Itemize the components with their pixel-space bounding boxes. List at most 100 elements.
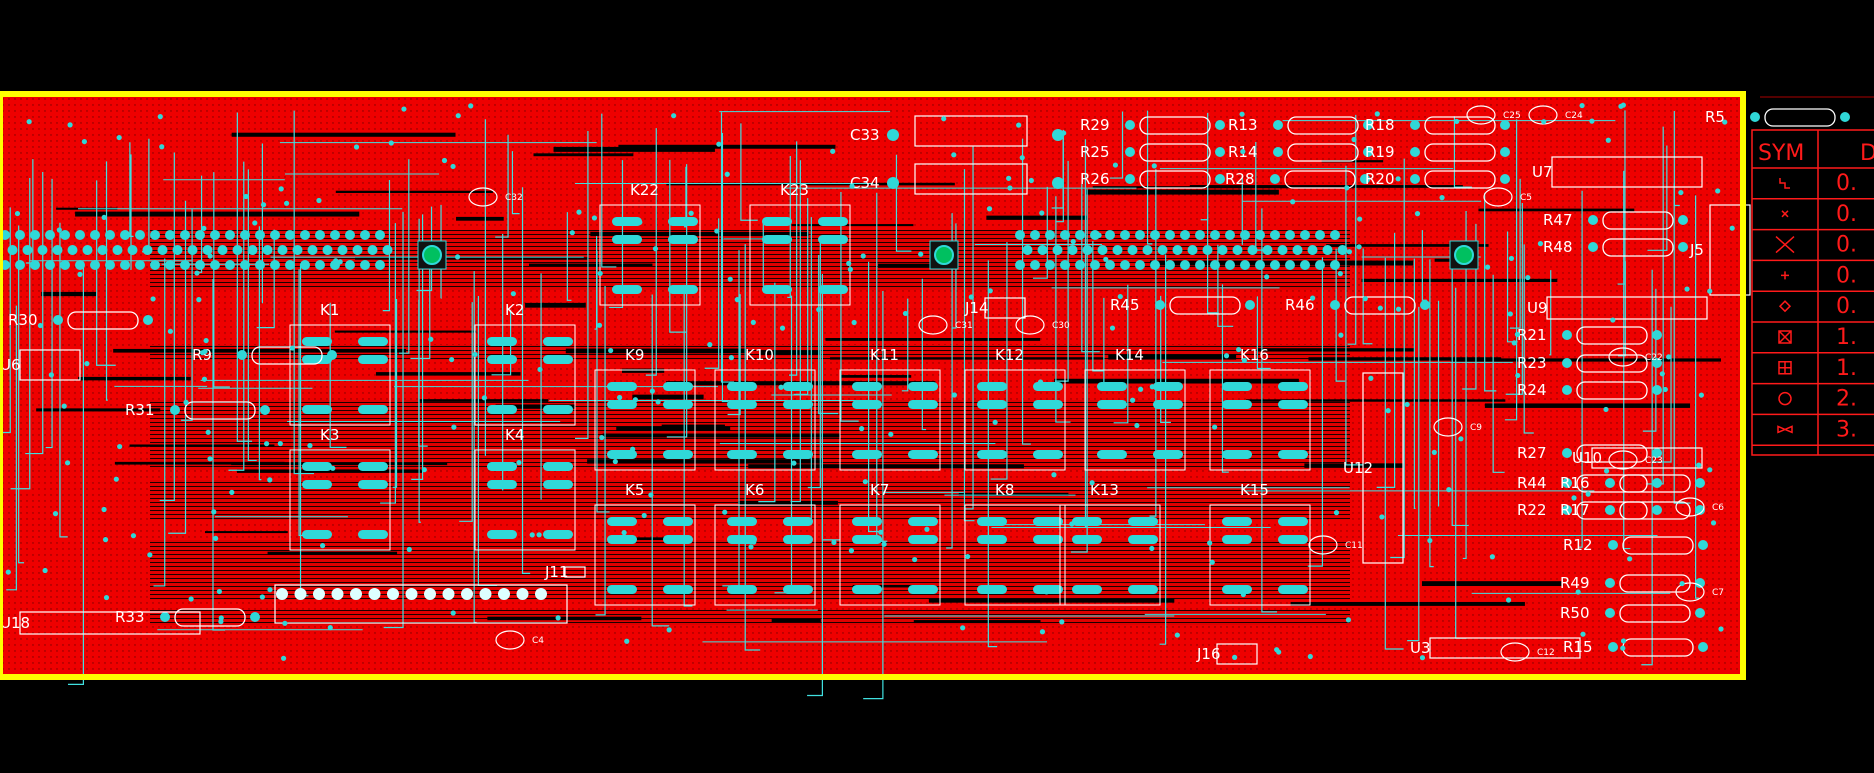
capacitor-body (1675, 582, 1705, 602)
via-172 (1684, 286, 1690, 292)
via-30 (555, 615, 561, 621)
relay-label: K22 (630, 181, 659, 199)
connector-left-pad (165, 260, 175, 270)
resistor-pad (1698, 540, 1708, 550)
relay-pad (1278, 517, 1308, 526)
relay-pad (727, 535, 757, 544)
via-150 (1059, 619, 1065, 625)
via-layer (5, 102, 1735, 661)
trace-gap-63 (1421, 581, 1562, 587)
via-177 (1662, 386, 1668, 393)
via-244 (282, 620, 288, 626)
connector-left-pad (225, 260, 235, 270)
via-53 (1414, 211, 1421, 217)
via-230 (1729, 225, 1735, 231)
relay-pad (543, 480, 573, 489)
via-129 (846, 260, 852, 267)
trace-gap-67 (928, 598, 1175, 603)
relay-pad (762, 285, 792, 294)
via-131 (205, 429, 211, 435)
capacitor-body (1608, 450, 1638, 470)
capacitor-label: C25 (1503, 111, 1521, 121)
via-136 (655, 399, 661, 405)
drill-table-header-sym: SYM (1758, 141, 1804, 166)
connector-left-pad (240, 260, 250, 270)
relay-pad (1278, 585, 1308, 594)
trace-131 (787, 155, 791, 298)
via-171 (102, 537, 109, 543)
relay-pad (762, 217, 792, 226)
trace-93 (1362, 248, 1373, 345)
resistor-body (1287, 116, 1359, 135)
via-22 (1209, 559, 1215, 565)
via-108 (617, 394, 623, 401)
via-60 (56, 227, 62, 233)
via-223 (1019, 155, 1025, 161)
trace-gap-9 (495, 404, 576, 409)
relay-pad (818, 235, 848, 244)
relay-pad (543, 530, 573, 539)
relay-layer: K1 K2 K3 K4 K5 K6 K7 K8 K9 K10 K11 K12 K13 K14 K15 K16 K… (289, 181, 1311, 606)
trace-gap-57 (41, 291, 98, 297)
trace-108 (1347, 114, 1357, 345)
trace-gap-49 (231, 462, 448, 466)
trace-133 (601, 113, 617, 268)
resistor-pad (1562, 478, 1572, 488)
connector-left-pad (165, 230, 175, 240)
resistor-body (1139, 170, 1211, 189)
connector-right-pad (1142, 245, 1153, 255)
resistor-label: R44 (1517, 474, 1547, 492)
connector-right-pad (1270, 260, 1280, 270)
trace-109 (1618, 261, 1626, 357)
connector-left-pad (210, 230, 220, 240)
via-56 (1679, 580, 1685, 587)
via-235 (529, 532, 535, 538)
relay-pad (852, 382, 882, 391)
via-92 (722, 509, 728, 515)
via-204 (968, 294, 974, 300)
trace-gap-17 (355, 257, 589, 260)
via-186 (1575, 589, 1581, 595)
connector-left-pad (225, 230, 235, 240)
trace-gap-32 (204, 531, 288, 534)
via-222 (1515, 372, 1521, 379)
via-238 (1039, 629, 1046, 635)
via-138 (951, 152, 957, 158)
trace-5 (1509, 178, 1521, 329)
via-246 (1346, 249, 1353, 255)
relay-label: K4 (505, 426, 524, 444)
trace-band-3 (150, 480, 1350, 520)
resistor-pad (1695, 608, 1705, 618)
trace-112 (418, 218, 421, 523)
via-196 (320, 543, 326, 549)
via-178 (1439, 195, 1445, 201)
relay-pad (818, 285, 848, 294)
via-107 (267, 477, 273, 483)
resistor-body (1287, 143, 1359, 162)
ic-label: J16 (1196, 645, 1221, 663)
drill-symbol-circle-icon (1778, 391, 1792, 406)
trace-gap-62 (738, 500, 838, 505)
via-40 (1051, 472, 1057, 478)
connector-left-pad (60, 230, 70, 240)
via-0 (1374, 111, 1380, 117)
relay-outline (474, 449, 576, 551)
connector-right-pad (1060, 260, 1070, 270)
trace-151 (153, 258, 166, 587)
resistor-pad (1678, 242, 1688, 252)
via-76 (734, 297, 740, 303)
relay-pad (977, 517, 1007, 526)
trace-gap-3 (114, 461, 285, 465)
resistor-body (1139, 143, 1211, 162)
connector-right-pad (1270, 230, 1280, 240)
resistor-label: R49 (1560, 574, 1590, 592)
trace-106 (1256, 296, 1271, 370)
relay-pad (783, 382, 813, 391)
connector-right-pad (1135, 230, 1145, 240)
resistor-label: R24 (1517, 381, 1547, 399)
via-17 (1603, 406, 1609, 413)
connector-j11-pad (331, 588, 344, 600)
connector-right-pad (1300, 260, 1310, 270)
via-249 (388, 140, 394, 146)
